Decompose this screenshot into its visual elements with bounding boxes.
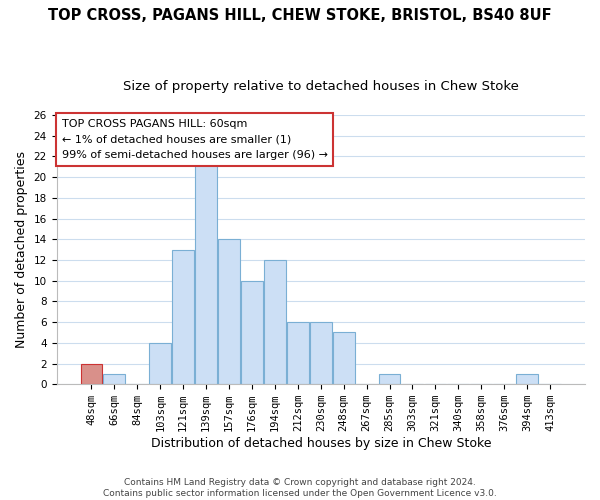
Title: Size of property relative to detached houses in Chew Stoke: Size of property relative to detached ho… — [123, 80, 519, 93]
Bar — [195, 156, 217, 384]
Bar — [287, 322, 309, 384]
Bar — [310, 322, 332, 384]
Bar — [379, 374, 400, 384]
Bar — [516, 374, 538, 384]
Bar — [149, 343, 171, 384]
Text: Contains HM Land Registry data © Crown copyright and database right 2024.
Contai: Contains HM Land Registry data © Crown c… — [103, 478, 497, 498]
Bar — [172, 250, 194, 384]
Y-axis label: Number of detached properties: Number of detached properties — [15, 151, 28, 348]
X-axis label: Distribution of detached houses by size in Chew Stoke: Distribution of detached houses by size … — [151, 437, 491, 450]
Bar — [241, 280, 263, 384]
Bar — [103, 374, 125, 384]
Text: TOP CROSS PAGANS HILL: 60sqm
← 1% of detached houses are smaller (1)
99% of semi: TOP CROSS PAGANS HILL: 60sqm ← 1% of det… — [62, 119, 328, 160]
Bar — [264, 260, 286, 384]
Bar — [218, 240, 240, 384]
Bar — [333, 332, 355, 384]
Text: TOP CROSS, PAGANS HILL, CHEW STOKE, BRISTOL, BS40 8UF: TOP CROSS, PAGANS HILL, CHEW STOKE, BRIS… — [48, 8, 552, 22]
Bar — [80, 364, 103, 384]
